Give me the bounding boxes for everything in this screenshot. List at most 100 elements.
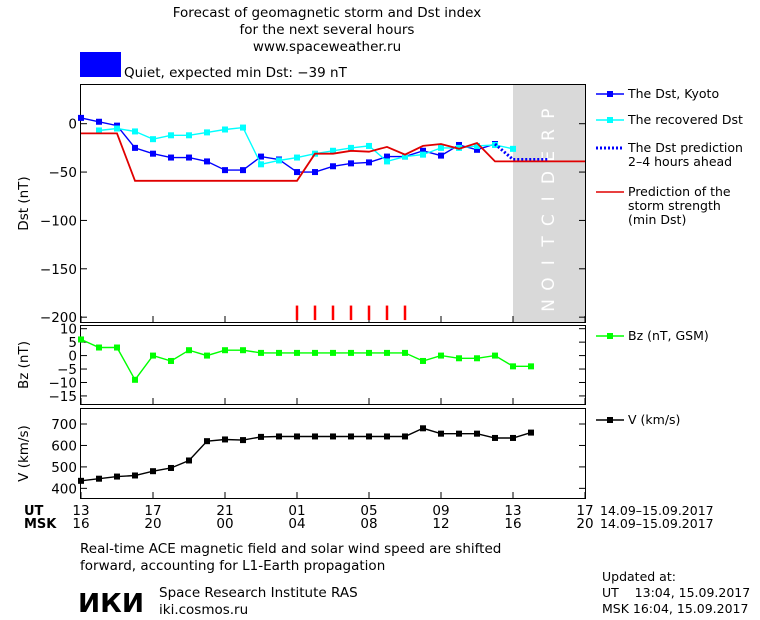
dst-data-point: [312, 169, 318, 176]
msk-date-range: 14.09–15.09.2017: [600, 516, 714, 531]
y-tick-label: 600: [51, 438, 77, 454]
site-url: www.spaceweather.ru: [253, 39, 401, 55]
ut-axis-label: UT: [24, 504, 44, 519]
v-data-point: [510, 434, 516, 441]
footnote-line2: forward, accounting for L1-Earth propaga…: [80, 558, 385, 574]
prediction-label-char: N: [539, 299, 559, 312]
bz-panel-frame: [80, 325, 586, 405]
legend: The Dst, Kyoto The recovered Dst The Dst p…: [596, 86, 743, 427]
bz-data-point: [132, 376, 138, 383]
rec-legend-label: The recovered Dst: [627, 112, 743, 127]
rec-data-point: [420, 151, 426, 158]
bz-y-axis-label: Bz (nT): [16, 341, 32, 389]
bz-data-point: [366, 349, 372, 356]
v-data-point: [204, 438, 210, 445]
prediction-label-char: E: [539, 151, 559, 162]
rec-data-point: [276, 157, 282, 164]
rec-data-point: [204, 129, 210, 136]
bz-data-point: [402, 349, 408, 356]
bz-data-point: [330, 349, 336, 356]
y-tick-label: −10: [49, 375, 78, 391]
v-data-point: [366, 433, 372, 440]
ut-tick-label: 21: [216, 503, 233, 519]
ut-tick-label: 13: [72, 503, 89, 519]
rec-data-point: [132, 128, 138, 135]
prediction-label-char: C: [539, 214, 559, 226]
rec-legend-marker: [607, 117, 613, 123]
ut-tick-label: 09: [432, 503, 449, 519]
bz-series-line: [80, 338, 531, 382]
prediction-label-char: R: [539, 129, 559, 141]
rec-data-point: [474, 142, 480, 149]
bz-data-point: [312, 349, 318, 356]
v-data-point: [438, 430, 444, 437]
rec-data-point: [258, 161, 264, 168]
storm-legend-label: (min Dst): [628, 212, 686, 227]
bz-data-point: [456, 355, 462, 362]
prediction-label-char: I: [539, 196, 559, 201]
pred-legend-label: The Dst prediction: [627, 140, 743, 155]
rec-data-point: [240, 124, 246, 131]
msk-tick-label: 00: [216, 516, 233, 532]
updated-label: Updated at:: [602, 569, 676, 584]
dst-legend-marker: [607, 91, 613, 97]
y-tick-label: −5: [57, 362, 77, 378]
dst-data-point: [384, 153, 390, 160]
rec-data-point: [96, 127, 102, 134]
ut-tick-label: 13: [504, 503, 521, 519]
v-data-point: [258, 433, 264, 440]
bz-data-point: [276, 349, 282, 356]
y-tick-label: 5: [68, 335, 77, 351]
y-tick-label: 0: [68, 117, 77, 133]
bz-data-point: [204, 352, 210, 359]
dst-data-point: [240, 167, 246, 174]
institute-name: Space Research Institute RAS: [159, 585, 358, 601]
prediction-label-char: P: [539, 109, 559, 119]
v-data-point: [168, 464, 174, 471]
v-data-point: [312, 433, 318, 440]
bz-legend-label: Bz (nT, GSM): [628, 328, 709, 343]
chart-title-line1: Forecast of geomagnetic storm and Dst in…: [173, 5, 481, 21]
v-data-point: [384, 433, 390, 440]
rec-data-point: [330, 147, 336, 154]
dst-data-point: [78, 114, 84, 121]
bz-data-point: [294, 349, 300, 356]
storm-legend-label: Prediction of the: [628, 184, 731, 199]
bz-data-point: [510, 363, 516, 370]
y-tick-label: 500: [51, 460, 77, 476]
v-data-point: [330, 433, 336, 440]
v-series-line: [80, 427, 532, 482]
bz-data-point: [348, 349, 354, 356]
msk-tick-label: 04: [288, 516, 305, 532]
institute-site: iki.cosmos.ru: [159, 602, 248, 618]
v-data-point: [240, 437, 246, 444]
bz-data-point: [114, 344, 120, 351]
bz-data-point: [222, 347, 228, 354]
y-tick-label: −50: [49, 165, 78, 181]
prediction-label-char: O: [539, 277, 559, 290]
v-data-point: [276, 433, 282, 440]
v-data-point: [114, 473, 120, 480]
bz-data-point: [96, 344, 102, 351]
rec-data-point: [510, 145, 516, 152]
msk-tick-label: 16: [504, 516, 521, 532]
msk-tick-label: 16: [72, 516, 89, 532]
rec-data-point: [294, 154, 300, 161]
ut-tick-label: 01: [288, 503, 305, 519]
status-text: Quiet, expected min Dst: −39 nT: [124, 65, 348, 81]
prediction-label-char: I: [539, 260, 559, 265]
rec-data-point: [186, 132, 192, 139]
rec-data-point: [348, 144, 354, 151]
prediction-label-char: T: [539, 236, 559, 248]
y-tick-label: −15: [49, 389, 78, 405]
v-y-axis-label: V (km/s): [16, 425, 32, 482]
chart-title-line2: for the next several hours: [240, 22, 415, 38]
rec-data-point: [384, 158, 390, 165]
dst-data-point: [438, 152, 444, 159]
bz-data-point: [528, 363, 534, 370]
y-tick-label: −100: [40, 213, 77, 229]
status-swatch: [80, 52, 121, 77]
